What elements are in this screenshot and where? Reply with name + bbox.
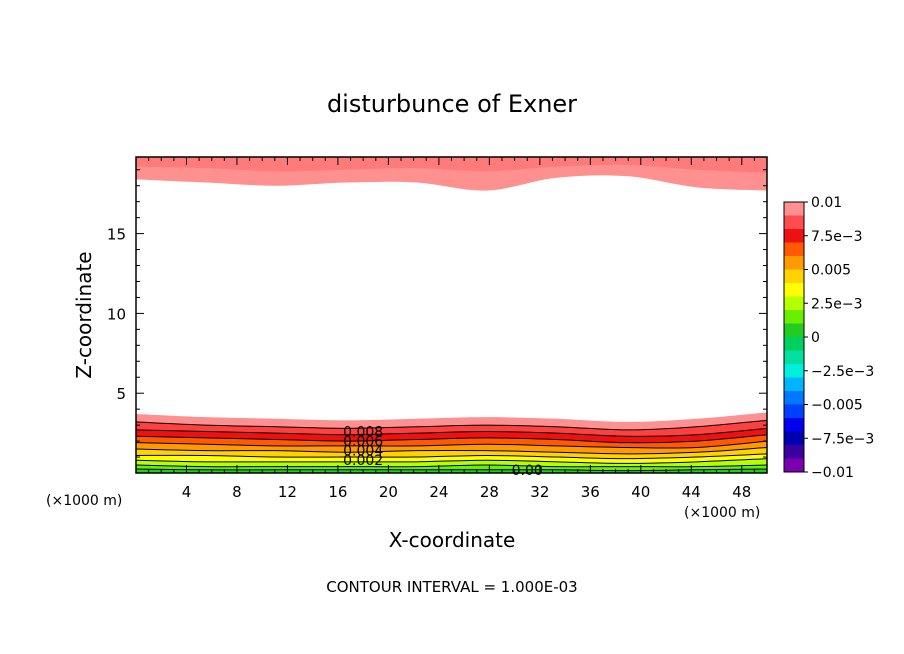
colorbar-segment <box>784 458 804 472</box>
contour-line-4 <box>135 440 768 449</box>
contour-label-3: 0.002 <box>343 453 383 469</box>
colorbar-segment <box>784 404 804 418</box>
colorbar-tick-label: 0 <box>811 330 820 346</box>
x-tick-label: 12 <box>278 483 297 501</box>
colorbar-segment <box>784 350 804 364</box>
chart-title: disturbunce of Exner <box>327 90 577 118</box>
y-tick-label: 5 <box>116 385 126 403</box>
x-tick-label: 48 <box>732 483 751 501</box>
x-tick-label: 44 <box>682 483 701 501</box>
x-tick-label: 28 <box>480 483 499 501</box>
y-tick-label: 15 <box>107 226 126 244</box>
colorbar-segment <box>784 431 804 445</box>
colorbar-segment <box>784 283 804 297</box>
colorbar-segment <box>784 337 804 351</box>
contour-line-3 <box>135 434 768 444</box>
x-tick-label: 4 <box>182 483 192 501</box>
y-axis-ticks: 5 10 15 <box>107 169 767 458</box>
x-unit-right: (×1000 m) <box>684 505 760 521</box>
contour-line-5 <box>135 446 768 455</box>
contour-line-8 <box>135 464 768 468</box>
y-axis-label: Z-coordinate <box>72 251 96 378</box>
colorbar-segment <box>784 242 804 256</box>
contour-interval-footer: CONTOUR INTERVAL = 1.000E-03 <box>326 578 577 596</box>
x-unit-left: (×1000 m) <box>46 493 122 509</box>
top-band-1 <box>136 157 767 173</box>
colorbar-segment <box>784 445 804 459</box>
colorbar-tick-label: −0.01 <box>811 465 854 481</box>
colorbar-segment <box>784 377 804 391</box>
x-tick-label: 24 <box>429 483 448 501</box>
contour-line-2 <box>135 427 768 437</box>
x-axis-ticks: 4 8 12 16 20 24 28 32 36 40 44 48 <box>135 157 768 501</box>
colorbar-segment <box>784 310 804 324</box>
colorbar-segment <box>784 269 804 283</box>
x-tick-label: 16 <box>328 483 347 501</box>
x-tick-label: 36 <box>581 483 600 501</box>
colorbar-tick-label: −2.5e−3 <box>811 364 874 380</box>
colorbar-tick-label: −0.005 <box>811 398 863 414</box>
x-axis-label: X-coordinate <box>389 528 516 552</box>
y-tick-label: 10 <box>107 305 126 323</box>
contour-label-2: 0.004 <box>343 444 383 460</box>
contour-line-6 <box>135 453 768 460</box>
colorbar-tick-label: 0.01 <box>811 195 842 211</box>
colorbar-segment <box>784 215 804 229</box>
contour-label-0: 0.008 <box>343 425 383 441</box>
contour-label-1: 0.006 <box>343 434 383 450</box>
colorbar: 0.01 7.5e−3 0.005 2.5e−3 0 −2.5e−3 −0.005 −7.5e… <box>783 195 874 481</box>
x-tick-label: 20 <box>379 483 398 501</box>
colorbar-tick-label: 0.005 <box>811 263 851 279</box>
colorbar-segment <box>784 364 804 378</box>
colorbar-tick-label: 7.5e−3 <box>811 229 863 245</box>
x-tick-label: 8 <box>232 483 242 501</box>
colorbar-segment <box>784 323 804 337</box>
colorbar-tick-label: −7.5e−3 <box>811 431 874 447</box>
colorbar-segment <box>784 202 804 216</box>
x-tick-label: 32 <box>530 483 549 501</box>
contour-line-7 <box>135 458 768 464</box>
contour-line-1 <box>135 419 768 431</box>
colorbar-tick-label: 2.5e−3 <box>811 296 863 312</box>
colorbar-segment <box>784 296 804 310</box>
colorbar-segment <box>784 229 804 243</box>
x-tick-label: 40 <box>631 483 650 501</box>
colorbar-segment <box>784 418 804 432</box>
colorbar-segment <box>784 256 804 270</box>
colorbar-segment <box>784 391 804 405</box>
